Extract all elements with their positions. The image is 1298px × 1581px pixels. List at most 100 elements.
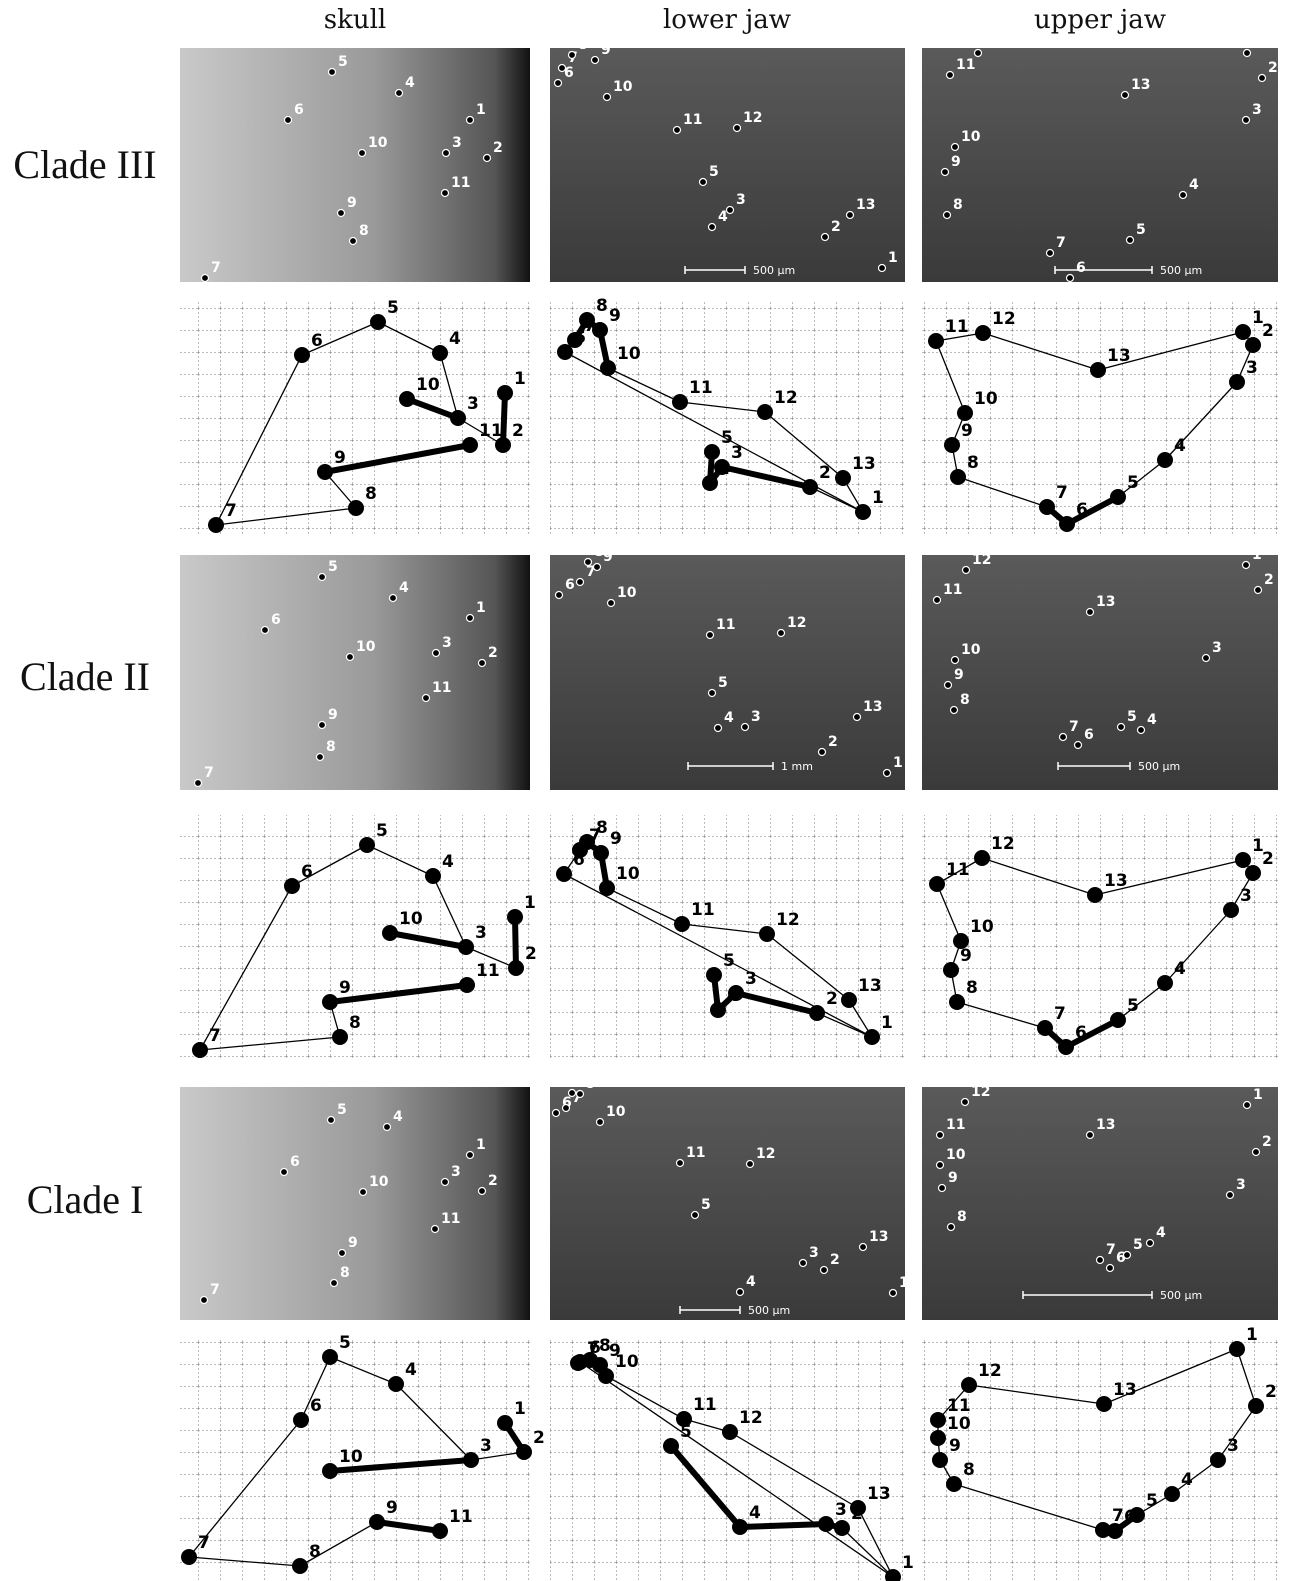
photo-landmark: [423, 695, 430, 702]
landmark: [579, 312, 595, 328]
figure: skulllower jawupper jawClade IIIClade II…: [0, 0, 1298, 1581]
landmark-label: 5: [1127, 996, 1139, 1016]
photo-landmark-label: 5: [1133, 1237, 1143, 1253]
photo-landmark-label: 4: [724, 710, 734, 726]
photo-landmark-label: 4: [405, 75, 415, 91]
photo-landmark: [715, 725, 722, 732]
photo-landmark-label: 7: [210, 1282, 220, 1298]
photo-landmark-label: 13: [1096, 1117, 1115, 1133]
photo-landmark: [559, 65, 566, 72]
photo-landmark: [1047, 250, 1054, 257]
sem-photo: [922, 48, 1278, 282]
photo-landmark: [822, 234, 829, 241]
photo-landmark-label: 2: [1262, 1134, 1272, 1150]
landmark: [458, 939, 474, 955]
photo-landmark-label: 10: [606, 1104, 626, 1120]
landmark-label: 12: [776, 910, 800, 930]
photo-landmark: [442, 190, 449, 197]
landmark-label: 13: [1104, 871, 1128, 891]
deformation-grid: [180, 300, 530, 535]
photo-landmark-label: 9: [328, 707, 338, 723]
landmark-label: 8: [309, 1542, 321, 1562]
photo-landmark-label: 1: [476, 1137, 486, 1153]
landmark: [944, 437, 960, 453]
landmark: [710, 1002, 726, 1018]
photo-landmark-label: 9: [948, 1170, 958, 1186]
landmark: [1210, 1452, 1226, 1468]
photo-landmark-label: 2: [1268, 60, 1278, 76]
landmark-label: 10: [974, 389, 998, 409]
landmark: [425, 868, 441, 884]
landmark-label: 10: [416, 375, 440, 395]
photo-landmark-label: 5: [328, 559, 338, 575]
xray-photo: [180, 48, 530, 282]
photo-landmark: [390, 595, 397, 602]
photo-landmark: [890, 1290, 897, 1297]
scale-bar-label: 500 µm: [1160, 264, 1202, 277]
landmark: [1229, 374, 1245, 390]
landmark: [722, 1424, 738, 1440]
photo-landmark: [1097, 1257, 1104, 1264]
landmark: [579, 834, 595, 850]
landmark: [957, 405, 973, 421]
photo-landmark: [677, 1160, 684, 1167]
photo-landmark-label: 3: [1212, 640, 1222, 656]
landmark-label: 12: [991, 834, 1015, 854]
landmark: [1095, 1522, 1111, 1538]
landmark: [676, 1411, 692, 1427]
landmark-label: 11: [947, 1396, 971, 1416]
landmark-label: 3: [745, 969, 757, 989]
photo-landmark-label: 7: [1056, 235, 1066, 251]
photo-landmark-label: 5: [337, 1102, 347, 1118]
photo-landmark: [553, 1110, 560, 1117]
photo-landmark-label: 5: [1127, 709, 1137, 725]
photo-landmark-label: 2: [488, 645, 498, 661]
photo-landmark: [467, 615, 474, 622]
landmark: [946, 1476, 962, 1492]
photo-landmark: [556, 592, 563, 599]
landmark: [463, 1452, 479, 1468]
landmark: [1235, 852, 1251, 868]
photo-landmark-label: 13: [869, 1229, 888, 1245]
photo-landmark: [563, 1105, 570, 1112]
photo-landmark: [700, 179, 707, 186]
landmark: [759, 926, 775, 942]
photo-landmark-label: 3: [1252, 102, 1262, 118]
landmark-label: 4: [1174, 436, 1186, 456]
landmark: [208, 517, 224, 533]
photo-landmark-label: 9: [951, 154, 961, 170]
landmark: [192, 1042, 208, 1058]
landmark-label: 9: [961, 421, 973, 441]
landmark: [516, 1444, 532, 1460]
landmark-label: 12: [978, 1361, 1002, 1381]
landmark: [732, 1519, 748, 1535]
photo-landmark: [945, 682, 952, 689]
landmark-label: 1: [872, 488, 884, 508]
photo-landmark: [884, 770, 891, 777]
landmark: [181, 1549, 197, 1565]
landmark: [593, 845, 609, 861]
landmark-label: 8: [966, 978, 978, 998]
photo-landmark-label: 11: [432, 680, 451, 696]
scale-bar-label: 500 µm: [753, 264, 795, 277]
photo-landmark-label: 4: [746, 1274, 756, 1290]
photo-landmark: [329, 69, 336, 76]
landmark: [388, 1376, 404, 1392]
photo-landmark-label: 2: [493, 140, 503, 156]
landmark: [399, 391, 415, 407]
landmark-label: 1: [514, 369, 526, 389]
landmark-label: 11: [691, 900, 715, 920]
photo-landmark: [577, 1091, 584, 1098]
landmark: [928, 333, 944, 349]
landmark: [835, 470, 851, 486]
photo-landmark: [608, 600, 615, 607]
landmark-label: 8: [596, 818, 608, 838]
photo-landmark-label: 12: [743, 110, 762, 126]
photo-landmark: [947, 72, 954, 79]
photo-landmark-label: 6: [1076, 260, 1086, 276]
photo-landmark-label: 5: [709, 164, 719, 180]
landmark-label: 10: [617, 344, 641, 364]
landmark: [1157, 452, 1173, 468]
photo-landmark: [737, 1289, 744, 1296]
landmark: [459, 977, 475, 993]
